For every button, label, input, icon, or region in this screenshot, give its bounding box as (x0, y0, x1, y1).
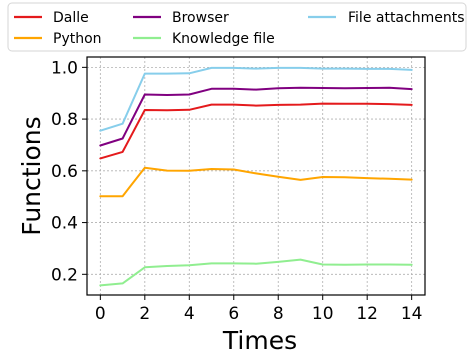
series-line-python (99, 166, 413, 198)
series-line-browser (99, 86, 413, 147)
x-tick-label: 4 (184, 304, 195, 324)
series-line-knowledge-file (99, 258, 413, 287)
x-tick-label: 8 (273, 304, 284, 324)
series-line-file-attachments (99, 66, 413, 132)
y-tick-label: 0.2 (51, 265, 78, 285)
x-tick-label: 6 (228, 304, 239, 324)
legend: Dalle Python Browser Knowledge file File… (7, 2, 467, 52)
y-axis-label: Functions (17, 116, 46, 235)
x-tick-label: 12 (356, 304, 378, 324)
legend-label-python: Python (53, 31, 102, 47)
series-lines (99, 66, 413, 287)
legend-label-dalle: Dalle (53, 10, 89, 26)
x-axis-label: Times (222, 326, 297, 355)
plot-frame (86, 56, 426, 296)
axis-ticks: 0 2 4 6 8 10 12 14 0.2 0.4 0.6 0.8 1.0 (51, 58, 423, 324)
legend-frame (7, 2, 467, 52)
y-tick-label: 0.6 (51, 162, 78, 182)
y-tick-label: 0.4 (51, 214, 78, 234)
legend-label-knowledge-file: Knowledge file (172, 31, 275, 47)
legend-label-browser: Browser (172, 10, 229, 26)
legend-label-file-attachments: File attachments (348, 10, 465, 26)
x-tick-label: 10 (312, 304, 334, 324)
x-tick-label: 2 (139, 304, 150, 324)
y-tick-label: 0.8 (51, 110, 78, 130)
y-tick-label: 1.0 (51, 58, 78, 78)
series-line-dalle (99, 102, 413, 160)
x-tick-label: 14 (401, 304, 423, 324)
x-tick-label: 0 (95, 304, 106, 324)
